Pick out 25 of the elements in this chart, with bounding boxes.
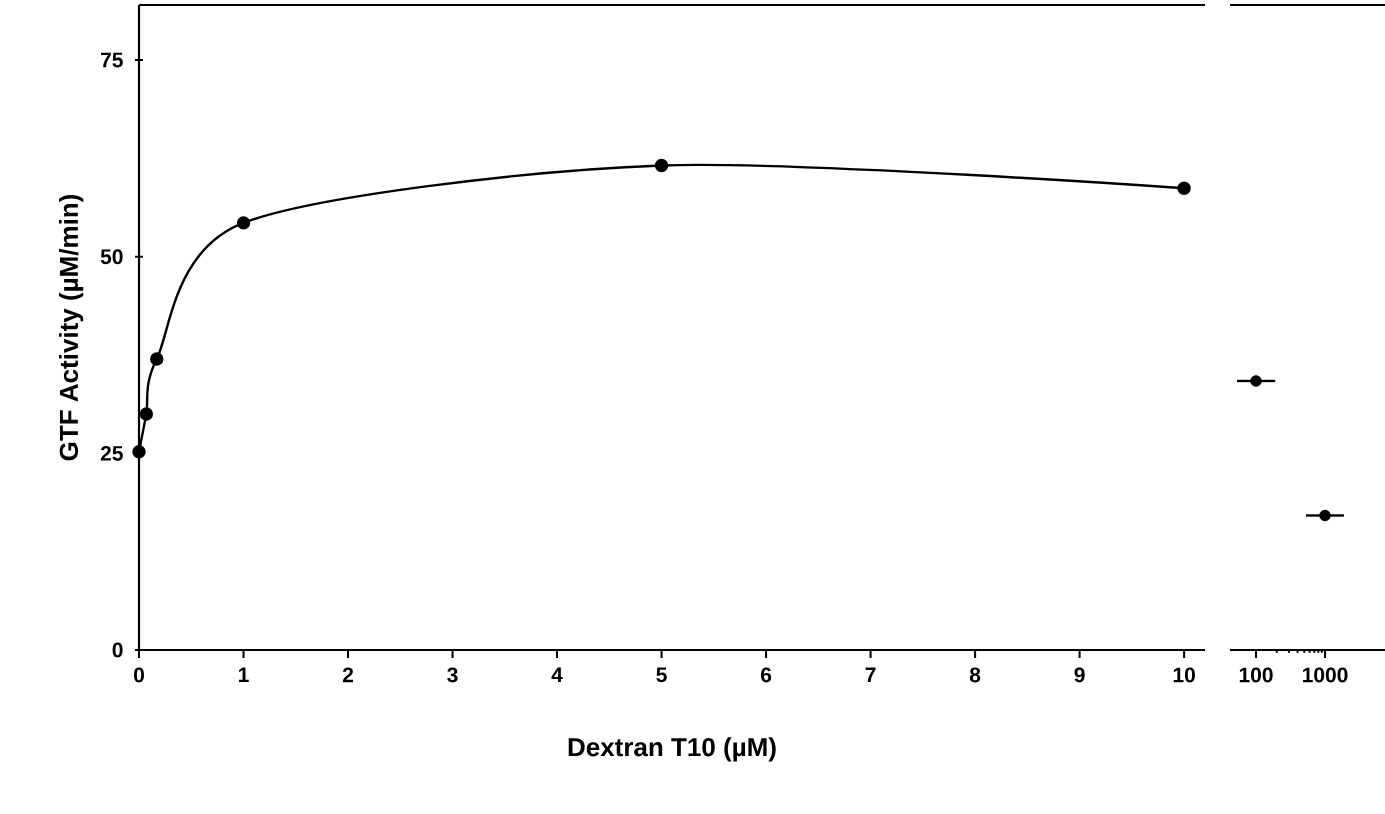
x-tick-label: 1000 bbox=[1302, 667, 1348, 683]
point bbox=[1177, 181, 1191, 195]
x-tick-label: 8 bbox=[969, 667, 981, 683]
x-tick-label: 6 bbox=[761, 667, 772, 683]
x-tick-label: 1 bbox=[239, 667, 249, 682]
y-tick-label: 50 bbox=[100, 249, 123, 265]
x-tick-label: 4 bbox=[551, 667, 563, 682]
point bbox=[236, 216, 251, 230]
point bbox=[150, 352, 164, 366]
point bbox=[132, 445, 146, 459]
x-tick-label: 3 bbox=[447, 667, 458, 683]
x-tick-label: 10 bbox=[1173, 667, 1195, 683]
x-tick-label: 2 bbox=[342, 667, 354, 683]
point bbox=[139, 407, 154, 421]
x-tick-label: 0 bbox=[134, 667, 144, 683]
y-tick-label: 75 bbox=[101, 52, 123, 68]
x-axis-title: Dextran T10 (µM) bbox=[568, 737, 776, 762]
x-tick-label: 9 bbox=[1074, 667, 1085, 683]
x-tick-label: 5 bbox=[656, 667, 667, 683]
x-tick-label: 100 bbox=[1239, 667, 1273, 683]
x-tick-label: 7 bbox=[865, 667, 876, 682]
y-tick-label: 0 bbox=[112, 642, 123, 658]
y-tick-label: 25 bbox=[100, 445, 123, 461]
point bbox=[654, 158, 669, 173]
y-axis-title: GTF Activity (µM/min) bbox=[59, 194, 84, 461]
